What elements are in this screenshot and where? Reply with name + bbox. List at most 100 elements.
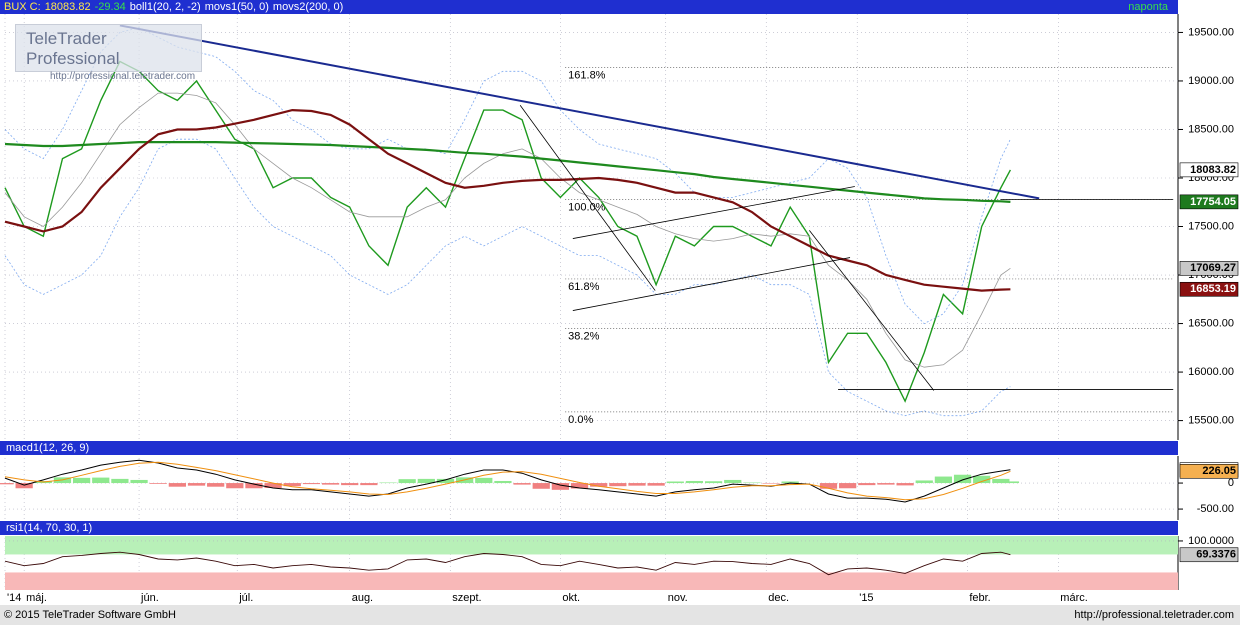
last-value-label: 226.05 [1202, 465, 1236, 477]
histogram-bar [743, 482, 761, 484]
last-price: 18083.82 [44, 1, 91, 13]
trend-line [809, 230, 935, 391]
histogram-bar [704, 481, 723, 484]
histogram-bar [0, 483, 14, 485]
histogram-bar [896, 483, 914, 486]
fib-label: 161.8% [568, 69, 606, 81]
x-tick-label: dec. [768, 592, 789, 604]
histogram-bar [379, 482, 397, 484]
histogram-bar [398, 479, 416, 484]
series-line [4, 60, 1012, 403]
histogram-bar [570, 483, 589, 489]
histogram-bar [513, 483, 531, 485]
histogram-bar [475, 477, 493, 484]
histogram-bar [839, 483, 857, 489]
histogram-bar [72, 477, 91, 484]
histogram-bar [111, 478, 129, 484]
histogram-bar [666, 481, 684, 484]
histogram-bar [647, 483, 665, 486]
series-line [4, 141, 1011, 203]
histogram-bar [436, 478, 455, 484]
last-value-box [1179, 281, 1239, 297]
x-tick-label: júl. [238, 592, 253, 604]
indicator: movs2(200, 0) [272, 1, 344, 13]
histogram-bar [245, 483, 263, 489]
histogram-bar [532, 483, 550, 489]
panel-title: macd1(12, 26, 9) [6, 442, 90, 454]
panel-bg [5, 456, 1178, 520]
histogram-bar [551, 483, 569, 490]
y-tick-label: 16000.00 [1188, 366, 1234, 378]
histogram-bar [858, 483, 876, 486]
x-tick-label: nov. [668, 592, 688, 604]
histogram-bar [226, 483, 244, 489]
watermark-title: TeleTrader Professional [26, 29, 120, 68]
panel-title: rsi1(14, 70, 30, 1) [6, 522, 93, 534]
histogram-bar [360, 483, 378, 486]
last-value-box [1179, 261, 1239, 276]
y-tick-label: 16500.00 [1188, 317, 1234, 329]
histogram-bar [762, 483, 780, 484]
band [5, 572, 1178, 590]
histogram-bar [934, 476, 953, 484]
fib-label: 100.0% [568, 201, 606, 213]
histogram-bar [417, 478, 435, 484]
histogram-bar [207, 483, 225, 487]
y-tick-label: 17500.00 [1188, 220, 1234, 232]
last-value-label: 17754.05 [1190, 196, 1236, 208]
histogram-bar [628, 483, 646, 486]
fib-label: 61.8% [568, 281, 599, 293]
histogram-bar [953, 474, 972, 484]
histogram-bar [302, 483, 321, 485]
histogram-bar [92, 477, 110, 484]
x-tick-label: máj. [26, 592, 47, 604]
footer-url: http://professional.teletrader.com [1074, 609, 1234, 621]
series-line [4, 461, 1011, 501]
x-tick-label: okt. [562, 592, 580, 604]
watermark-url: http://professional.teletrader.com [50, 71, 196, 82]
histogram-bar [609, 483, 627, 487]
histogram-bar [149, 483, 167, 484]
header-bar: BUX C: 18083.82 -29.34 boll1(20, 2, -2) movs… [0, 0, 1178, 14]
x-tick-label: aug. [352, 592, 373, 604]
x-tick-label: '14 [7, 592, 21, 604]
histogram-bar [819, 483, 838, 489]
series-line [4, 108, 1011, 292]
histogram-bar [915, 480, 933, 484]
trend-line [572, 186, 855, 239]
last-value-box [1179, 463, 1239, 479]
change: -29.34 [94, 1, 126, 13]
histogram-bar [264, 483, 282, 488]
last-value-label: 69.3376 [1196, 549, 1236, 561]
macd-bar: macd1(12, 26, 9) [0, 441, 1178, 455]
histogram-bar [973, 475, 991, 484]
histogram-bar [15, 483, 33, 489]
last-value-label: 16853.19 [1190, 283, 1236, 295]
copyright: © 2015 TeleTrader Software GmbH [4, 609, 176, 621]
instrument: BUX C: [4, 1, 41, 13]
y-tick-label: 18500.00 [1188, 123, 1234, 135]
histogram-bar [590, 483, 608, 487]
histogram-bar [877, 483, 895, 485]
series-line [4, 551, 1011, 576]
histogram-bar [781, 481, 799, 484]
y-tick-label: 100.0000 [1188, 535, 1234, 547]
last-value-label: 18083.82 [1190, 164, 1236, 176]
x-tick-label: febr. [969, 592, 990, 604]
y-tick-label: 15500.00 [1188, 414, 1234, 426]
watermark: TeleTrader Professional http://professio… [15, 24, 202, 82]
histogram-bar [1001, 481, 1020, 484]
trend-line [572, 257, 851, 311]
y-tick-label: 0 [1228, 477, 1234, 489]
histogram-bar [494, 480, 512, 484]
last-value-box [1179, 547, 1239, 563]
histogram-bar [992, 478, 1010, 484]
histogram-bar [168, 483, 186, 487]
last-value-box [1179, 162, 1239, 178]
footer: © 2015 TeleTrader Software GmbH http://p… [0, 605, 1240, 625]
x-tick-label: '15 [859, 592, 873, 604]
x-tick-label: márc. [1060, 592, 1088, 604]
histogram-bar [724, 479, 742, 484]
